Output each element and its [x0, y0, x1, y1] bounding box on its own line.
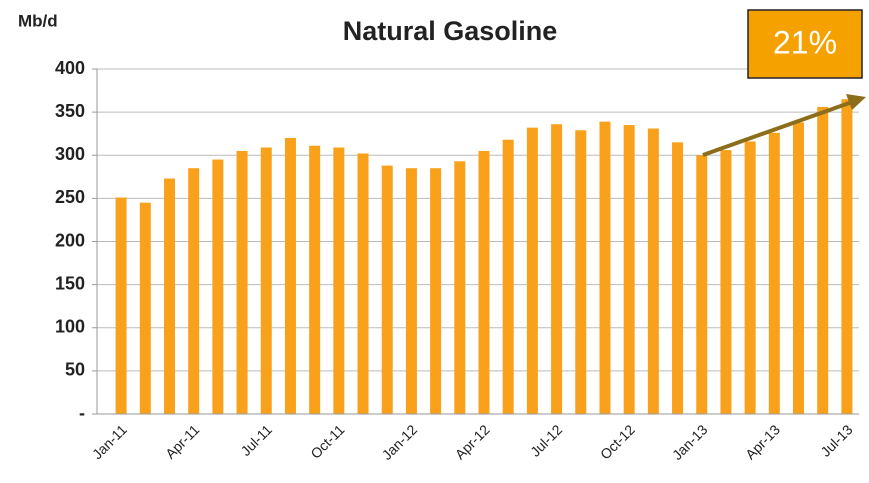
- bar: [502, 139, 514, 414]
- bar: [793, 122, 805, 414]
- bar: [817, 106, 829, 414]
- bar: [551, 124, 563, 414]
- y-tick-label: 250: [55, 187, 85, 207]
- bar: [454, 161, 466, 414]
- x-tick-label: Apr-13: [742, 421, 783, 462]
- bar: [236, 150, 248, 414]
- y-tick-label: -: [79, 403, 85, 423]
- bar: [623, 125, 635, 414]
- y-tick-label: 300: [55, 144, 85, 164]
- y-tick-label: 200: [55, 230, 85, 250]
- y-tick-label: 350: [55, 101, 85, 121]
- annotation: 21%: [773, 24, 837, 60]
- bar: [260, 147, 272, 415]
- bar: [672, 142, 684, 414]
- bar: [430, 168, 442, 414]
- x-tick-label: Jan-11: [89, 421, 130, 462]
- bar: [163, 178, 175, 414]
- y-axis-label: Mb/d: [18, 11, 58, 30]
- bar: [188, 168, 200, 414]
- bar: [357, 153, 369, 414]
- bar: [841, 99, 853, 414]
- bar: [139, 202, 151, 414]
- bar: [333, 147, 345, 415]
- bar: [768, 132, 780, 414]
- x-tick-label: Jan-12: [379, 421, 421, 463]
- y-tick-label: 50: [65, 360, 85, 380]
- x-tick-label: Apr-11: [162, 421, 202, 461]
- bar: [405, 168, 417, 414]
- bar: [575, 130, 587, 415]
- y-tick-label: 150: [55, 273, 85, 293]
- bar: [526, 127, 538, 415]
- bar: [647, 128, 659, 414]
- x-tick-label: Oct-12: [597, 421, 638, 462]
- x-tick-label: Oct-11: [307, 421, 347, 461]
- y-tick-label: 100: [55, 317, 85, 337]
- bar: [381, 165, 393, 414]
- x-tick-label: Jul-12: [527, 421, 565, 459]
- arrow-line: [702, 100, 853, 157]
- x-tick-label: Jan-13: [669, 421, 711, 463]
- arrow-head: [846, 94, 866, 110]
- y-tick-label: 400: [55, 58, 85, 78]
- bar: [309, 145, 321, 414]
- annotation-box: [747, 9, 863, 79]
- bar: [720, 150, 732, 414]
- x-tick-label: Apr-12: [452, 421, 493, 462]
- bar: [599, 121, 611, 415]
- x-tick-label: Jul-11: [237, 421, 275, 459]
- bar: [115, 197, 127, 414]
- x-tick-label: Jul-13: [817, 421, 855, 459]
- plot-area: - 50 100 150 200 250 300 350 400 Jan-11 Apr-11 Jul-…: [55, 58, 859, 463]
- bar: [284, 138, 296, 414]
- bar: [478, 150, 490, 414]
- bar: [212, 159, 224, 414]
- bar: [696, 155, 708, 414]
- bar: [744, 141, 756, 414]
- chart-title: Natural Gasoline: [343, 16, 558, 46]
- trend-arrow: [702, 94, 866, 157]
